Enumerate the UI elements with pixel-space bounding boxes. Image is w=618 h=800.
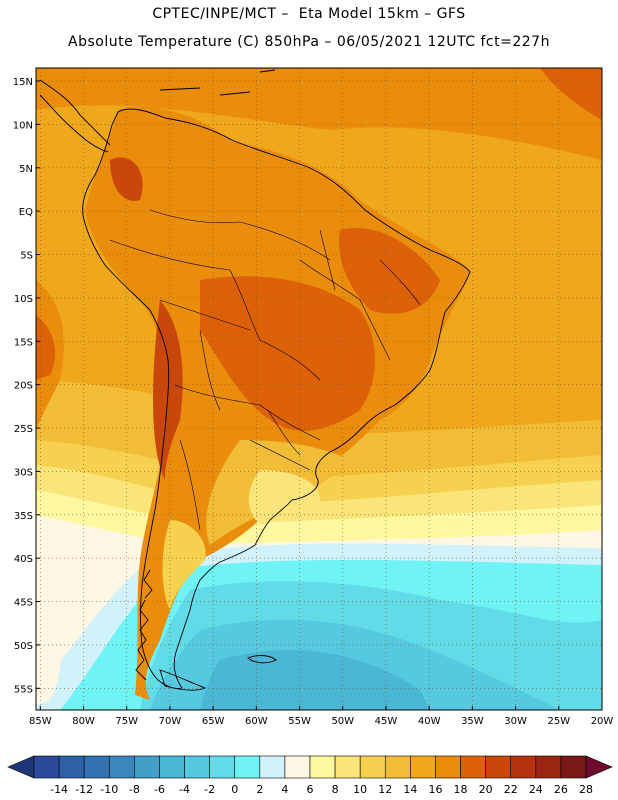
colorbar-swatch — [108, 755, 135, 779]
colorbar-label: 14 — [403, 783, 417, 796]
colorbar-swatch — [410, 755, 436, 779]
colorbar-label: -4 — [179, 783, 190, 796]
lat-tick-label: 50S — [14, 641, 33, 652]
lon-tick-label: 60W — [245, 716, 268, 727]
lon-tick-label: 70W — [159, 716, 182, 727]
lat-tick-label: 55S — [14, 684, 33, 695]
map-title-line-1: CPTEC/INPE/MCT – Eta Model 15km – GFS — [152, 6, 466, 22]
lat-tick-label: 40S — [14, 554, 33, 565]
colorbar-low-arrow — [7, 755, 35, 779]
lat-tick-label: 10N — [13, 120, 33, 131]
lon-tick-label: 55W — [288, 716, 311, 727]
colorbar-label: -8 — [129, 783, 140, 796]
colorbar-label: -2 — [204, 783, 215, 796]
colorbar-label: -14 — [50, 783, 68, 796]
colorbar-swatch — [159, 755, 185, 779]
colorbar-swatch — [33, 755, 60, 779]
lon-tick-label: 50W — [331, 716, 354, 727]
country-borders — [109, 209, 421, 531]
colorbar-label: 10 — [353, 783, 367, 796]
lat-tick-label: 15S — [14, 337, 33, 348]
colorbar-label: 2 — [256, 783, 263, 796]
latitude-axis: 15N 10N 5N EQ 5S 10S 15S 20S 25S 30S 35S 40S 45S 50S 5… — [13, 77, 40, 695]
longitude-axis: 85W 80W 75W 70W 65W 60W 55W 50W 45W 40W 35W 30W 25W 2… — [29, 706, 613, 727]
colorbar-swatch — [184, 755, 210, 779]
lat-tick-label: 35S — [14, 511, 33, 522]
lon-tick-label: 80W — [72, 716, 95, 727]
colorbar-swatch — [435, 755, 461, 779]
colorbar-swatch — [510, 755, 537, 779]
lon-tick-label: 40W — [418, 716, 441, 727]
colorbar-label: 20 — [479, 783, 493, 796]
lat-tick-label: 5S — [20, 251, 33, 262]
colorbar-swatch — [334, 755, 361, 779]
colorbar-swatch — [209, 755, 236, 779]
lon-tick-label: 25W — [547, 716, 570, 727]
colorbar-label: 22 — [504, 783, 518, 796]
colorbar-label: 26 — [554, 783, 568, 796]
colorbar-swatch — [284, 755, 311, 779]
colorbar-swatch — [485, 755, 512, 779]
colorbar-swatch — [535, 755, 562, 779]
colorbar-swatch — [83, 755, 110, 779]
lat-tick-label: 20S — [14, 381, 33, 392]
lat-tick-label: 10S — [14, 294, 33, 305]
colorbar-swatch — [309, 755, 336, 779]
colorbar-high-arrow — [585, 755, 613, 779]
colorbar-label: 24 — [529, 783, 543, 796]
map-frame — [35, 67, 603, 711]
lat-tick-label: 25S — [14, 424, 33, 435]
lon-tick-label: 35W — [461, 716, 484, 727]
lat-tick-label: EQ — [19, 207, 33, 218]
map-title-line-2: Absolute Temperature (C) 850hPa – 06/05/… — [68, 34, 550, 50]
colorbar-label: 0 — [231, 783, 238, 796]
colorbar-swatch — [460, 755, 486, 779]
colorbar-label: 28 — [579, 783, 593, 796]
colorbar-label: 8 — [332, 783, 339, 796]
lat-tick-label: 5N — [19, 164, 33, 175]
lat-tick-label: 15N — [13, 77, 33, 88]
colorbar-swatch — [384, 755, 411, 779]
colorbar-swatch — [134, 755, 160, 779]
colorbar-label: -6 — [154, 783, 165, 796]
colorbar-label: 6 — [307, 783, 314, 796]
colorbar-swatch — [234, 755, 261, 779]
colorbar-swatch — [560, 755, 587, 779]
colorbar-swatch — [359, 755, 386, 779]
lon-tick-label: 85W — [29, 716, 52, 727]
coastlines — [39, 69, 471, 691]
colorbar-swatch — [58, 755, 85, 779]
lat-tick-label: 30S — [14, 467, 33, 478]
colorbar-label: 18 — [454, 783, 468, 796]
lon-tick-label: 65W — [202, 716, 225, 727]
colorbar-swatch — [259, 755, 286, 779]
colorbar-label: 12 — [378, 783, 392, 796]
lon-tick-label: 20W — [591, 716, 614, 727]
colorbar: -14 -12 -10 -8 -6 -4 -2 0 2 4 6 8 10 12 14 16 18 20 22 24 26… — [7, 755, 613, 796]
colorbar-label: 4 — [281, 783, 288, 796]
colorbar-label: -12 — [75, 783, 93, 796]
colorbar-label: 16 — [428, 783, 442, 796]
lon-tick-label: 30W — [504, 716, 527, 727]
temperature-field — [36, 68, 602, 710]
lon-tick-label: 45W — [375, 716, 398, 727]
colorbar-label: -10 — [100, 783, 118, 796]
lon-tick-label: 75W — [115, 716, 138, 727]
lat-tick-label: 45S — [14, 598, 33, 609]
